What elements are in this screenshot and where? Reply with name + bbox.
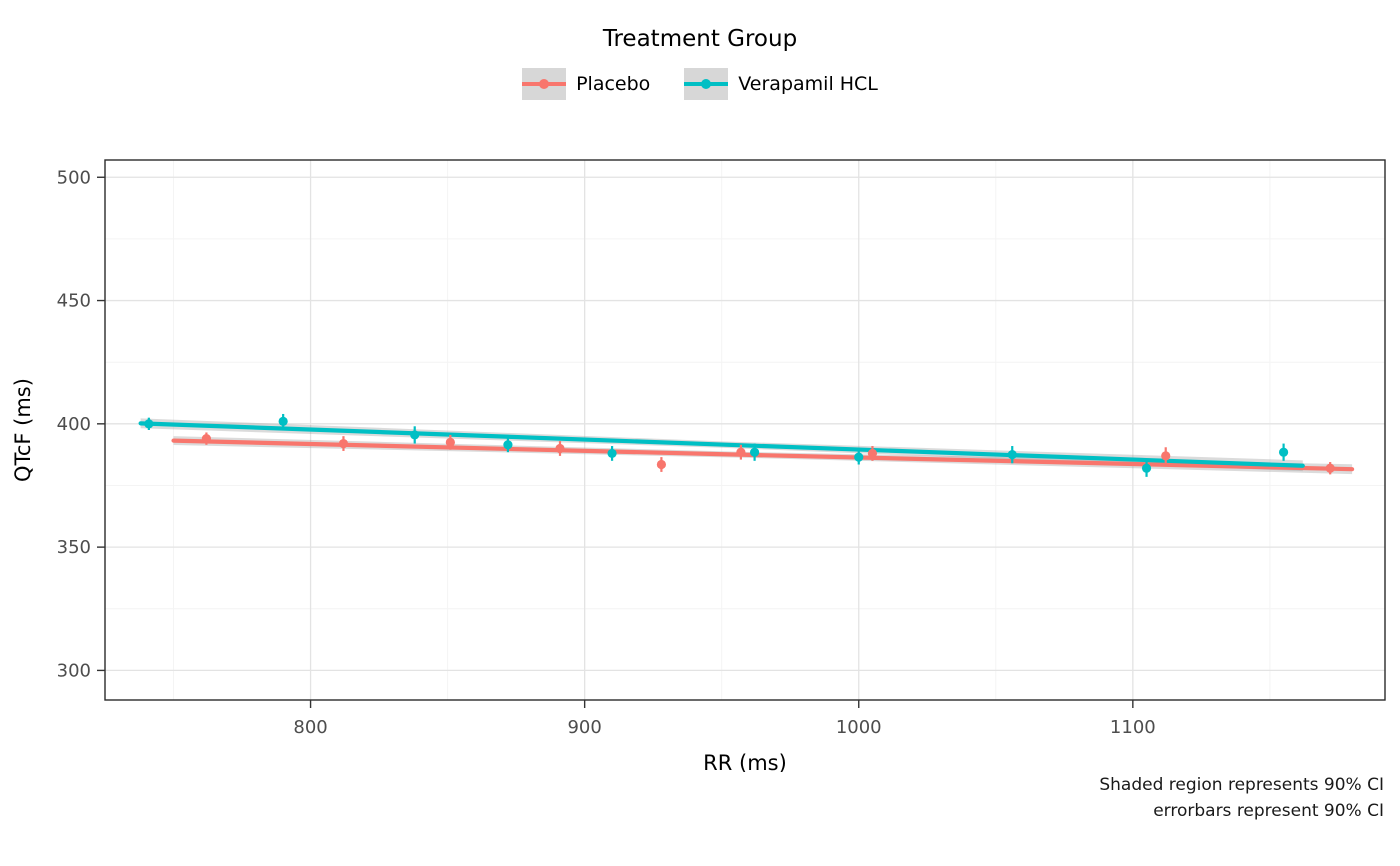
data-point-placebo (445, 437, 455, 447)
plot-area: 300 350 400 450 500 800 900 1000 1100 RR (ms) QTcF… (11, 159, 1386, 772)
data-point-verapamil-hcl (278, 416, 288, 426)
data-point-verapamil-hcl (607, 448, 617, 459)
caption-line-1: Shaded region represents 90% CI (1099, 775, 1384, 795)
legend-title: Treatment Group (602, 26, 798, 52)
x-tick-label: 1000 (836, 717, 882, 738)
data-point-placebo (555, 443, 565, 454)
legend-key-swatch (684, 68, 729, 100)
data-point-verapamil-hcl (1278, 447, 1289, 457)
legend: Placebo Verapamil HCL (0, 68, 1400, 100)
legend-key-point (539, 79, 550, 89)
trend-line-placebo (171, 438, 1355, 472)
data-point-verapamil-hcl (144, 419, 154, 429)
panel-border (104, 159, 1386, 701)
legend-key-point (701, 79, 712, 89)
y-tick-label: 300 (57, 660, 91, 681)
data-point-verapamil-hcl (503, 440, 513, 450)
y-tick-label: 450 (57, 291, 91, 312)
x-axis-title: RR (ms) (703, 751, 787, 772)
x-tick-label: 900 (567, 717, 601, 738)
data-point-verapamil-hcl (854, 452, 864, 462)
data-point-verapamil-hcl (410, 430, 420, 440)
caption-line-2: errorbars represent 90% CI (1153, 801, 1384, 822)
legend-item-verapamil-hcl: Verapamil HCL (684, 68, 878, 100)
y-tick-label: 500 (57, 167, 91, 188)
x-tick-label: 1100 (1110, 717, 1156, 738)
data-point-placebo (736, 447, 746, 457)
data-point-placebo (656, 459, 667, 470)
data-point-placebo (867, 448, 878, 459)
y-axis-title: QTcF (ms) (11, 378, 35, 482)
x-tick-label: 800 (293, 717, 327, 738)
data-point-placebo (1161, 451, 1171, 461)
data-point-placebo (201, 434, 212, 444)
data-point-verapamil-hcl (1007, 450, 1017, 460)
y-tick-label: 400 (57, 414, 91, 435)
legend-key-swatch (522, 68, 567, 100)
trend-line-verapamil-hcl (138, 421, 1305, 468)
y-tick-label: 350 (57, 537, 91, 558)
legend-label: Verapamil HCL (738, 73, 878, 95)
data-point-verapamil-hcl (1141, 463, 1152, 473)
legend-item-placebo: Placebo (522, 68, 650, 100)
data-point-verapamil-hcl (749, 447, 760, 457)
data-point-placebo (338, 438, 349, 449)
caption: Shaded region represents 90% CI errorbar… (1099, 772, 1384, 825)
legend-label: Placebo (576, 73, 651, 95)
data-point-placebo (1325, 463, 1335, 473)
